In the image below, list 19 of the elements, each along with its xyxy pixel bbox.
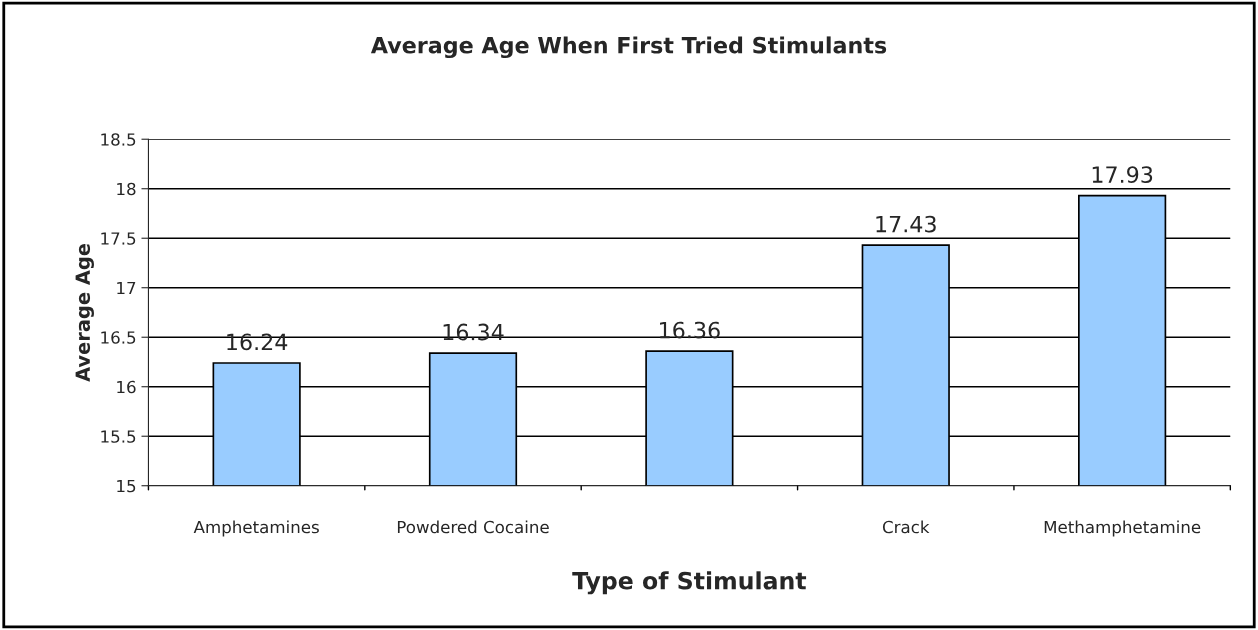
x-tick-label: Methamphetamine — [1044, 520, 1201, 537]
x-tick-label: Powdered Cocaine — [397, 520, 549, 534]
chart-title: Average Age When First Tried Stimulants — [370, 36, 887, 59]
data-label: 17.43 — [876, 215, 936, 233]
y-tick-label: 16 — [117, 380, 136, 394]
y-tick-label: 15.5 — [101, 430, 136, 443]
y-tick-label: 17.5 — [101, 232, 136, 245]
y-tick-label: 17 — [117, 281, 136, 295]
x-tick-label: Amphetamines — [193, 520, 319, 537]
x-tick-label: Crack — [882, 520, 930, 534]
x-axis-title: Type of Stimulant — [572, 571, 807, 595]
data-label: 16.24 — [227, 333, 288, 351]
y-tick-label: 15 — [117, 479, 136, 493]
y-tick-label: 18 — [117, 182, 136, 196]
data-label: 16.36 — [660, 321, 720, 339]
y-axis-title: Average Age — [75, 243, 94, 382]
y-tick-label: 18.5 — [101, 133, 136, 146]
data-label: 17.93 — [1092, 166, 1153, 184]
y-tick-label: 16.5 — [101, 331, 136, 344]
